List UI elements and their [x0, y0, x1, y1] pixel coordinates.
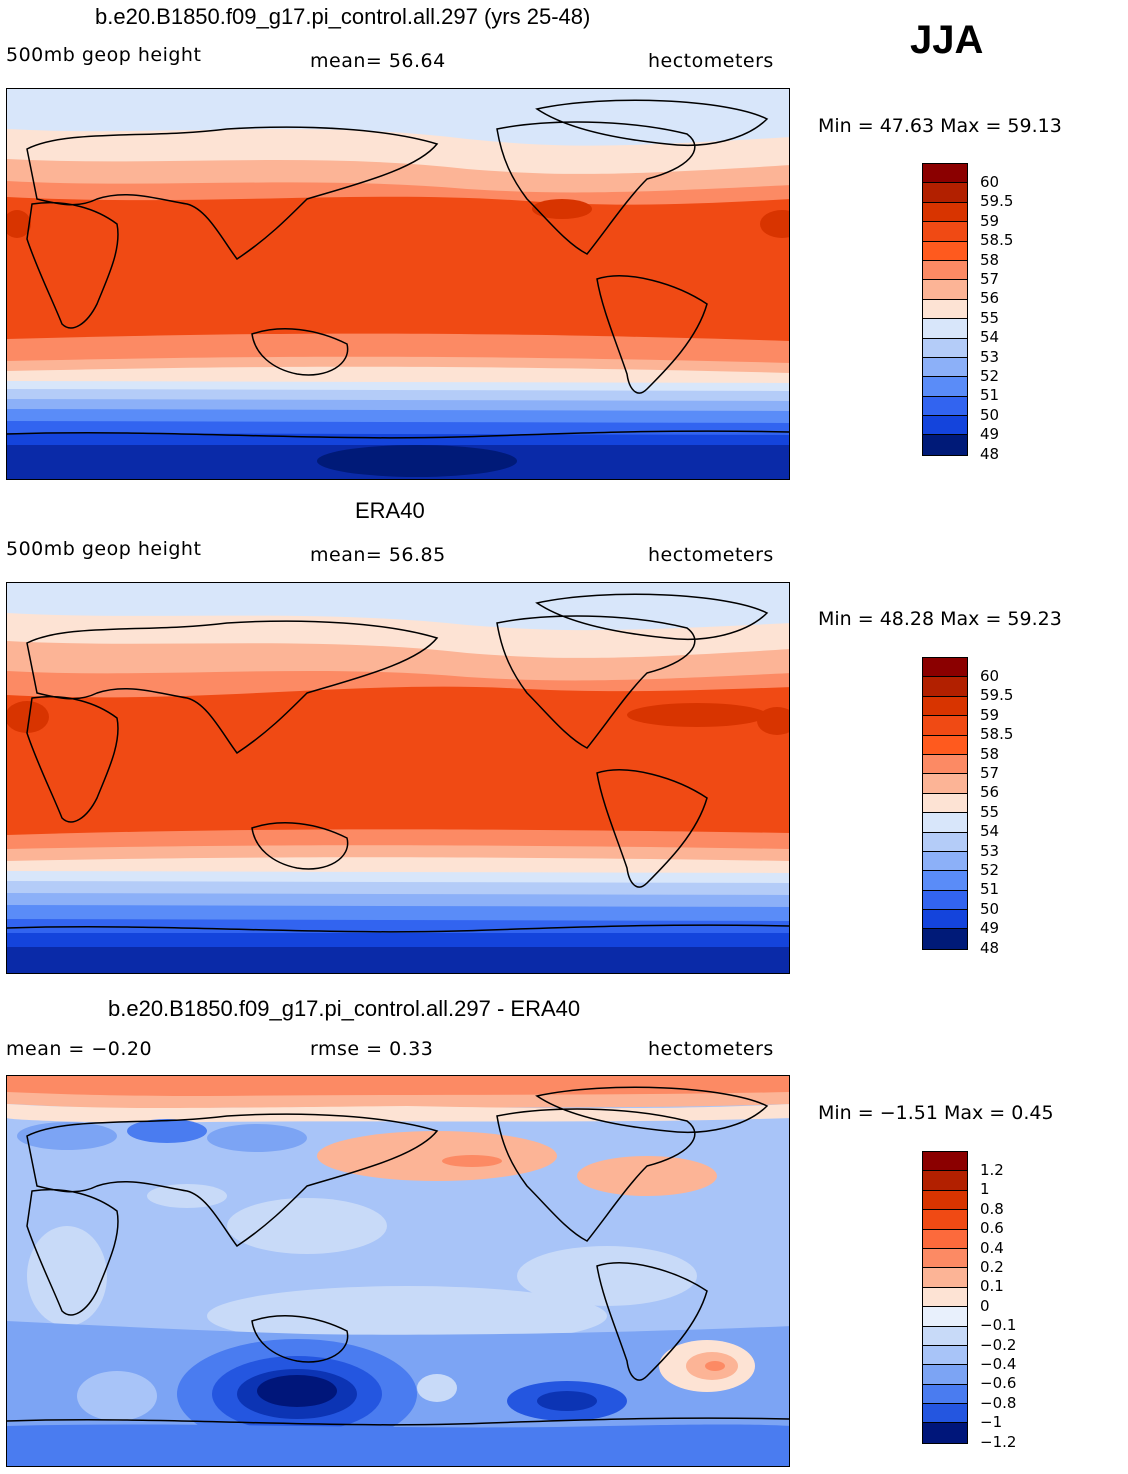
season-label: JJA [910, 18, 984, 62]
colorbar-tick: 1.2 [980, 1161, 1004, 1179]
colorbar-tick: 0.6 [980, 1219, 1004, 1238]
colorbar-tick: 59.5 [980, 192, 1014, 211]
colorbar-tick: 52 [980, 861, 1000, 879]
colorbar-tick: −0.1 [980, 1316, 1017, 1335]
colorbar-tick: 57 [980, 764, 1000, 782]
panel1-units-label: hectometers [648, 50, 774, 72]
panel2-minmax: Min = 48.28 Max = 59.23 [818, 608, 1062, 630]
colorbar-tick: 58.5 [980, 725, 1014, 744]
panel2-map [6, 582, 790, 974]
panel2-variable-label: 500mb geop height [6, 538, 202, 560]
colorbar-tick: 50 [980, 899, 1000, 918]
colorbar-tick: −0.2 [980, 1335, 1017, 1354]
panel3-title: b.e20.B1850.f09_g17.pi_control.all.297 -… [108, 996, 581, 1021]
colorbar-tick: 48 [980, 444, 1000, 463]
colorbar-tick: 48 [980, 938, 1000, 957]
panel3-colorbar [922, 1151, 968, 1444]
panel2-colorbar [922, 657, 968, 950]
panel1-map [6, 88, 790, 480]
panel3-units-label: hectometers [648, 1038, 774, 1060]
panel3-minmax: Min = −1.51 Max = 0.45 [818, 1102, 1054, 1124]
colorbar-tick: 52 [980, 367, 1000, 385]
colorbar-tick: 0.8 [980, 1199, 1004, 1218]
colorbar-tick: 53 [980, 841, 1000, 860]
colorbar-tick: 49 [980, 425, 1000, 444]
colorbar-tick: 58 [980, 250, 1000, 269]
colorbar-tick: 0.2 [980, 1258, 1004, 1276]
colorbar-tick: 53 [980, 347, 1000, 366]
colorbar-tick: −0.8 [980, 1393, 1017, 1412]
colorbar-tick: 51 [980, 386, 1000, 405]
colorbar-tick: 59.5 [980, 686, 1014, 705]
panel3-map [6, 1075, 790, 1467]
colorbar-tick: 54 [980, 328, 1000, 347]
colorbar-tick: 1 [980, 1180, 990, 1199]
colorbar-tick: 57 [980, 270, 1000, 288]
panel1-mean-label: mean= 56.64 [310, 50, 446, 72]
colorbar-tick: 60 [980, 173, 1000, 191]
panel1-variable-label: 500mb geop height [6, 44, 202, 66]
colorbar-tick: −0.4 [980, 1355, 1017, 1373]
colorbar-tick: 50 [980, 405, 1000, 424]
colorbar-tick: 55 [980, 802, 1000, 821]
colorbar-tick: 0.4 [980, 1238, 1004, 1257]
colorbar-tick: 49 [980, 919, 1000, 938]
colorbar-tick: 0.1 [980, 1277, 1004, 1296]
colorbar-tick: 59 [980, 705, 1000, 724]
panel2-title: ERA40 [355, 498, 425, 523]
panel1-colorbar [922, 163, 968, 456]
colorbar-tick: 56 [980, 289, 1000, 308]
colorbar-tick: 55 [980, 308, 1000, 327]
colorbar-tick: −1 [980, 1413, 1003, 1432]
panel3-rmse-label: rmse = 0.33 [310, 1038, 434, 1060]
colorbar-tick: 51 [980, 880, 1000, 899]
colorbar-tick: 60 [980, 667, 1000, 685]
colorbar-tick: 54 [980, 822, 1000, 841]
colorbar-tick: 58.5 [980, 231, 1014, 250]
panel3-mean-label: mean = −0.20 [6, 1038, 153, 1060]
colorbar-tick: −0.6 [980, 1374, 1017, 1393]
panel1-title: b.e20.B1850.f09_g17.pi_control.all.297 (… [95, 4, 591, 29]
colorbar-tick: 56 [980, 783, 1000, 802]
panel2-units-label: hectometers [648, 544, 774, 566]
panel1-minmax: Min = 47.63 Max = 59.13 [818, 115, 1062, 137]
colorbar-tick: 58 [980, 744, 1000, 763]
panel2-mean-label: mean= 56.85 [310, 544, 446, 566]
colorbar-tick: 59 [980, 211, 1000, 230]
colorbar-tick: −1.2 [980, 1432, 1017, 1451]
colorbar-tick: 0 [980, 1296, 990, 1315]
